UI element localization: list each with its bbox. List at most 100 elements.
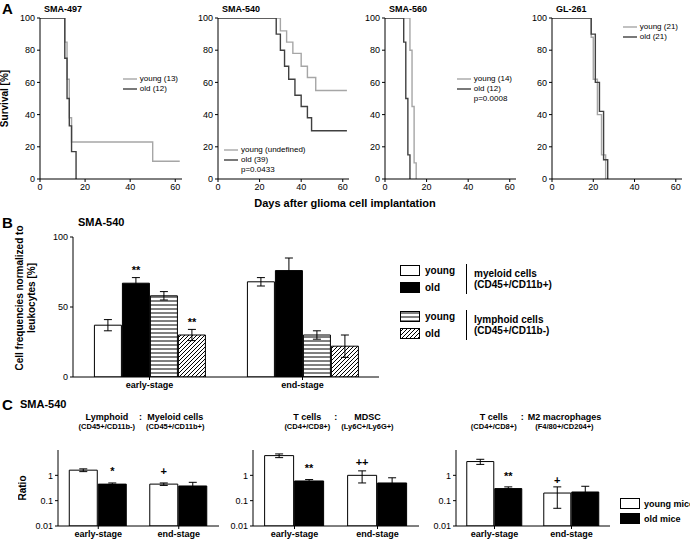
html-text:young: young <box>425 311 455 322</box>
svg-text:Ratio: Ratio <box>18 476 28 501</box>
svg-text:100: 100 <box>198 13 213 23</box>
svg-text:early-stage: early-stage <box>471 529 519 539</box>
html-text:Cell frequencies normalized to: Cell frequencies normalized to leukocyte… <box>14 225 37 371</box>
html-text:SMA-540: SMA-540 <box>222 4 260 14</box>
svg-text:20: 20 <box>25 142 35 152</box>
svg-text:0: 0 <box>63 372 68 382</box>
html-text:young: young <box>425 265 455 276</box>
svg-text:++: ++ <box>356 456 369 468</box>
svg-text:**: ** <box>132 264 141 276</box>
html-text:young (14): young (14) <box>473 74 512 84</box>
svg-text:60: 60 <box>25 78 35 88</box>
html-text:SMA-540: SMA-540 <box>20 398 67 410</box>
svg-text:0: 0 <box>208 174 213 184</box>
html-text:young (13): young (13) <box>139 74 178 84</box>
svg-text:end-stage: end-stage <box>157 529 200 539</box>
svg-text:40: 40 <box>537 110 547 120</box>
svg-text:0.1: 0.1 <box>235 496 248 506</box>
svg-text:20: 20 <box>370 142 380 152</box>
html-text:old: old <box>425 282 440 293</box>
svg-text:0: 0 <box>549 182 554 192</box>
html-text:GL-261: GL-261 <box>556 4 587 14</box>
svg-text:0: 0 <box>542 174 547 184</box>
svg-text:40: 40 <box>25 110 35 120</box>
html-text:SMA-497: SMA-497 <box>44 4 82 14</box>
svg-text:40: 40 <box>370 110 380 120</box>
html-text:p=0.0008: p=0.0008 <box>473 94 508 104</box>
svg-text:80: 80 <box>370 45 380 55</box>
html-text:lymphoid cells: lymphoid cells <box>474 314 544 325</box>
html-text:old: old <box>425 328 440 339</box>
html-text:Myeloid cells: Myeloid cells <box>147 412 204 422</box>
html-text:SMA-560: SMA-560 <box>389 4 427 14</box>
svg-text:20: 20 <box>80 182 90 192</box>
svg-text:**: ** <box>305 462 314 474</box>
html-text:Lymphoid: Lymphoid <box>85 412 129 422</box>
svg-text:early-stage: early-stage <box>74 529 122 539</box>
svg-text:60: 60 <box>170 182 180 192</box>
svg-text:80: 80 <box>25 45 35 55</box>
svg-text:1: 1 <box>243 471 248 481</box>
svg-text:0: 0 <box>375 174 380 184</box>
svg-text:40: 40 <box>296 182 306 192</box>
svg-text:20: 20 <box>422 182 432 192</box>
svg-text:40: 40 <box>125 182 135 192</box>
svg-text:0.01: 0.01 <box>433 521 451 531</box>
svg-text:100: 100 <box>53 232 68 242</box>
svg-text:0: 0 <box>215 182 220 192</box>
svg-text:60: 60 <box>203 78 213 88</box>
html-text:old (12): old (12) <box>473 84 501 94</box>
svg-text:0: 0 <box>382 182 387 192</box>
svg-text:40: 40 <box>203 110 213 120</box>
svg-text:60: 60 <box>338 182 348 192</box>
svg-text:0.01: 0.01 <box>35 521 53 531</box>
svg-text:0.1: 0.1 <box>40 496 53 506</box>
svg-text:40: 40 <box>463 182 473 192</box>
html-text:old mice: old mice <box>644 513 681 524</box>
svg-text:60: 60 <box>370 78 380 88</box>
svg-text:0.1: 0.1 <box>438 496 451 506</box>
svg-text:1: 1 <box>446 471 451 481</box>
svg-text:60: 60 <box>505 182 515 192</box>
svg-text:early-stage: early-stage <box>271 529 319 539</box>
svg-text:0: 0 <box>30 174 35 184</box>
svg-text:80: 80 <box>537 45 547 55</box>
svg-text:50: 50 <box>58 302 68 312</box>
svg-text:20: 20 <box>588 182 598 192</box>
html-text:MDSC: MDSC <box>354 412 381 422</box>
svg-text:20: 20 <box>255 182 265 192</box>
svg-text:end-stage: end-stage <box>281 380 324 390</box>
html-text:(CD45+/CD11b+): (CD45+/CD11b+) <box>474 279 552 290</box>
svg-text:100: 100 <box>365 13 380 23</box>
svg-text:**: ** <box>504 470 513 482</box>
svg-text:20: 20 <box>203 142 213 152</box>
svg-text:1: 1 <box>48 471 53 481</box>
svg-text:60: 60 <box>671 182 681 192</box>
svg-text:80: 80 <box>203 45 213 55</box>
html-text:old (12): old (12) <box>139 84 167 94</box>
html-text:Days after glioma cell implant: Days after glioma cell implantation <box>254 197 436 209</box>
html-text:(CD45+/CD11b-): (CD45+/CD11b-) <box>474 325 550 336</box>
html-text:myeloid cells: myeloid cells <box>474 268 537 279</box>
svg-text:0: 0 <box>37 182 42 192</box>
svg-text:100: 100 <box>20 13 35 23</box>
svg-text:+: + <box>161 465 167 477</box>
svg-text:Survival [%]: Survival [%] <box>8 70 10 127</box>
svg-text:end-stage: end-stage <box>550 529 593 539</box>
svg-text:20: 20 <box>537 142 547 152</box>
svg-text:60: 60 <box>537 78 547 88</box>
svg-text:0.01: 0.01 <box>230 521 248 531</box>
html-text:T cells: T cells <box>479 412 508 422</box>
svg-text:+: + <box>554 474 560 486</box>
svg-text:*: * <box>110 465 115 477</box>
svg-text:100: 100 <box>532 13 547 23</box>
svg-text:end-stage: end-stage <box>356 529 399 539</box>
html-text:A: A <box>2 0 13 17</box>
html-text:B: B <box>2 214 13 231</box>
svg-text:40: 40 <box>630 182 640 192</box>
html-text:SMA-540: SMA-540 <box>78 216 125 228</box>
svg-text:**: ** <box>188 316 197 328</box>
html-text:T cells: T cells <box>293 412 322 422</box>
html-text:C: C <box>2 396 13 413</box>
svg-text:early-stage: early-stage <box>126 380 174 390</box>
